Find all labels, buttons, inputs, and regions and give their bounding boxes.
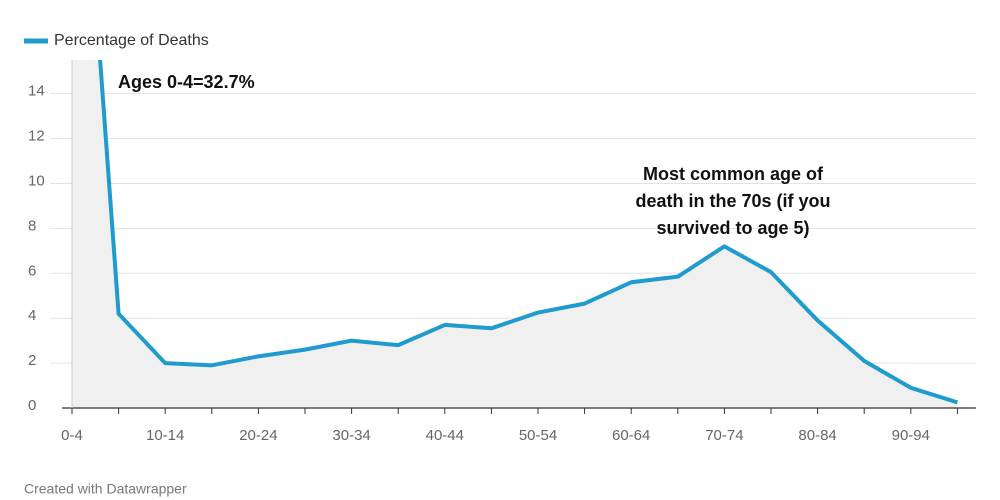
plot-area	[72, 60, 958, 408]
annotation: Most common age of	[643, 164, 824, 184]
x-tick-label: 70-74	[705, 427, 743, 444]
x-tick-label: 30-34	[332, 427, 370, 444]
y-tick-label: 14	[28, 83, 45, 100]
x-tick-label: 60-64	[612, 427, 650, 444]
x-tick-label: 10-14	[146, 427, 184, 444]
annotation: survived to age 5)	[656, 218, 809, 238]
y-tick-label: 0	[28, 397, 36, 414]
legend-label: Percentage of Deaths	[54, 32, 209, 49]
y-tick-label: 8	[28, 217, 36, 234]
legend: Percentage of Deaths	[24, 32, 209, 49]
x-tick-label: 0-4	[61, 427, 83, 444]
y-tick-label: 6	[28, 262, 36, 279]
x-tick-label: 80-84	[798, 427, 836, 444]
annotation: Ages 0-4=32.7%	[118, 72, 255, 92]
line	[98, 60, 958, 405]
y-tick-label: 4	[28, 307, 36, 324]
y-tick-label: 2	[28, 352, 36, 369]
y-tick-label: 12	[28, 128, 45, 145]
x-tick-label: 50-54	[519, 427, 557, 444]
area	[72, 60, 958, 408]
x-tick-label: 90-94	[892, 427, 930, 444]
x-tick-label: 40-44	[426, 427, 464, 444]
annotation: death in the 70s (if you	[635, 191, 830, 211]
y-tick-label: 10	[28, 172, 45, 189]
credit: Created with Datawrapper	[24, 481, 187, 497]
x-tick-label: 20-24	[239, 427, 277, 444]
